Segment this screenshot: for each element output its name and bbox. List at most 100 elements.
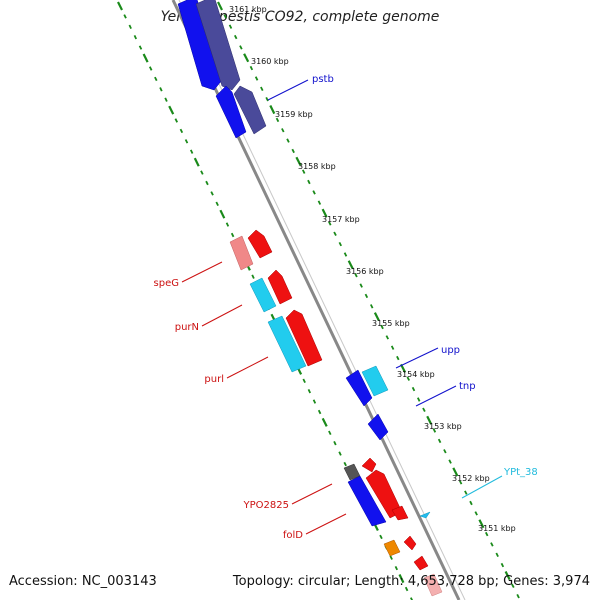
kbp-label: 3153 kbp <box>424 422 462 431</box>
gene-feature[interactable] <box>285 309 323 367</box>
scale-tick <box>317 200 322 205</box>
gene-label[interactable]: purN <box>175 322 199 333</box>
scale-tick <box>251 274 255 279</box>
gene-feature[interactable] <box>367 413 389 441</box>
gene-feature[interactable] <box>361 365 389 397</box>
gene-feature[interactable] <box>215 85 247 139</box>
scale-tick <box>312 190 316 195</box>
scale-tick <box>411 386 416 392</box>
genome-title: Yersinia pestis CO92, complete genome <box>160 9 440 25</box>
scale-tick <box>219 209 226 219</box>
accession-text: Accession: NC_003143 <box>9 574 157 589</box>
gene-label[interactable]: YPt_38 <box>503 467 538 478</box>
gene-label[interactable]: folD <box>283 530 303 541</box>
gene-feature[interactable] <box>383 539 401 557</box>
gene-label[interactable]: purl <box>204 374 224 385</box>
scale-tick <box>359 283 363 288</box>
scale-tick <box>394 566 399 571</box>
scale-tick <box>321 208 328 218</box>
scale-tick <box>179 128 184 134</box>
gene-label[interactable]: upp <box>441 345 460 356</box>
scale-tick <box>159 87 163 92</box>
scale-tick <box>265 96 269 102</box>
scale-tick <box>307 179 311 185</box>
scale-tick <box>484 531 489 537</box>
scale-tick <box>504 571 511 580</box>
scale-tick <box>301 169 306 174</box>
kbp-label: 3155 kbp <box>372 319 410 328</box>
gene-label-leaders <box>181 79 503 535</box>
scale-tick <box>333 441 337 446</box>
kbp-label: 3154 kbp <box>397 370 435 379</box>
gene-feature[interactable] <box>403 535 417 551</box>
scale-tick <box>380 324 384 330</box>
gene-feature[interactable] <box>229 235 254 271</box>
gene-feature[interactable] <box>267 315 307 373</box>
kbp-label: 3158 kbp <box>298 162 336 171</box>
scale-tick <box>302 378 306 384</box>
gene-feature[interactable] <box>419 511 431 519</box>
gene-feature[interactable] <box>249 277 277 313</box>
scale-tick <box>448 459 452 464</box>
leader-line <box>395 347 439 369</box>
gene-feature[interactable] <box>177 0 223 91</box>
gene-label[interactable]: pstb <box>312 74 334 85</box>
gene-label[interactable]: tnp <box>459 381 476 392</box>
gene-feature[interactable] <box>391 505 409 521</box>
scale-tick <box>148 66 153 71</box>
gene-feature[interactable] <box>247 229 273 259</box>
scale-tick <box>215 201 219 207</box>
backbone-line <box>171 0 461 600</box>
scale-tick <box>142 53 149 63</box>
scale-tick <box>260 86 264 92</box>
scale-tick <box>469 500 473 506</box>
scale-tick <box>269 105 276 115</box>
right-scale-ticks <box>217 1 520 599</box>
scale-tick <box>328 221 332 226</box>
gene-feature[interactable] <box>361 457 377 473</box>
scale-tick <box>490 542 494 547</box>
kbp-label: 3156 kbp <box>346 267 384 276</box>
scale-tick <box>317 409 322 415</box>
gene-feature[interactable] <box>365 469 403 519</box>
scale-tick <box>474 511 478 516</box>
scale-tick <box>347 260 354 270</box>
scale-tick <box>478 519 485 529</box>
scale-tick <box>369 304 374 309</box>
gene-feature[interactable] <box>413 555 429 571</box>
scale-tick <box>174 118 179 123</box>
scale-tick <box>458 480 463 485</box>
scale-tick <box>343 461 347 467</box>
scale-tick <box>511 583 515 589</box>
gene-feature[interactable] <box>195 0 241 91</box>
scale-tick <box>184 139 189 144</box>
scale-tick <box>379 534 383 540</box>
leader-line <box>415 385 457 407</box>
scale-tick <box>373 312 380 322</box>
scale-tick <box>437 438 442 444</box>
scale-tick <box>312 399 317 404</box>
kbp-label: 3161 kbp <box>229 5 267 14</box>
scale-tick <box>385 335 390 340</box>
gene-feature[interactable] <box>267 269 293 305</box>
gene-label[interactable]: YPO2825 <box>243 500 289 511</box>
gene-label[interactable]: speG <box>154 278 179 289</box>
gene-feature[interactable] <box>233 85 267 135</box>
scale-tick <box>443 449 447 454</box>
scale-tick <box>452 467 459 477</box>
scale-tick <box>396 355 400 361</box>
scale-tick <box>464 490 468 495</box>
kbp-labels: 3161 kbp 3160 kbp 3159 kbp 3158 kbp 3157… <box>229 5 516 533</box>
scale-tick <box>164 97 168 102</box>
scale-tick <box>193 157 200 167</box>
gene-feature[interactable] <box>345 369 373 407</box>
gene-labels: pstb upp tnp YPt_38 speG purN purl YPO28… <box>154 74 538 541</box>
scale-tick <box>189 149 194 154</box>
scale-tick <box>291 148 295 154</box>
kbp-label: 3160 kbp <box>251 57 289 66</box>
gene-feature[interactable] <box>423 573 443 597</box>
scale-tick <box>239 45 243 50</box>
gene-feature[interactable] <box>347 475 387 527</box>
scale-tick <box>168 105 175 115</box>
